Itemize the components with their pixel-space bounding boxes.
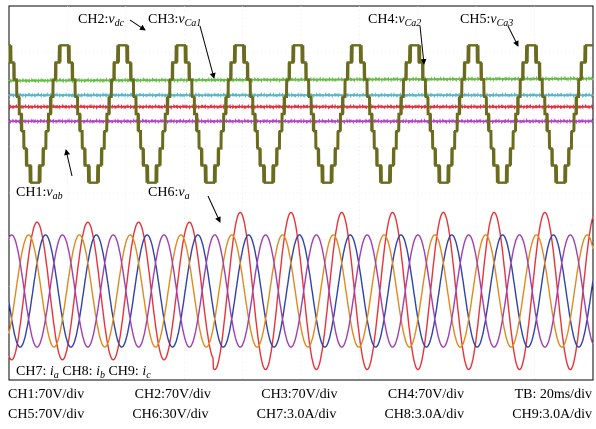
- setting-ch1: CH1:70V/div: [8, 387, 85, 402]
- ch6-label: CH6:va: [148, 185, 190, 202]
- setting-ch4: CH4:70V/div: [387, 387, 465, 402]
- trace-ch7: [8, 234, 594, 348]
- label-arrows: [64, 19, 519, 223]
- setting-ch2: CH2:70V/div: [134, 387, 211, 402]
- trace-ch3: [8, 103, 594, 110]
- setting-ch3: CH3:70V/div: [261, 387, 338, 402]
- setting-ch6: CH6:30V/div: [132, 407, 209, 422]
- ch1-label: CH1:vab: [16, 185, 63, 202]
- ch4-label: CH4:vCa2: [368, 12, 422, 29]
- arrow-ch1: [64, 149, 73, 177]
- scale-settings: CH1:70V/div CH2:70V/div CH3:70V/div CH4:…: [8, 385, 592, 425]
- arrow-ch2: [129, 19, 146, 31]
- current-labels: CH7: ia CH8: ib CH9: ic: [16, 365, 151, 381]
- setting-ch8: CH8:3.0A/div: [384, 407, 465, 422]
- setting-ch9: CH9:3.0A/div: [512, 407, 592, 422]
- trace-ch5: [8, 91, 594, 99]
- arrow-ch4: [419, 25, 427, 65]
- trace-ch1: [8, 44, 593, 184]
- settings-row-1: CH1:70V/div CH2:70V/div CH3:70V/div CH4:…: [8, 385, 592, 405]
- arrow-ch5: [507, 25, 519, 47]
- ch3-label: CH3:vCa1: [148, 12, 202, 29]
- trace-ch8: [8, 234, 594, 348]
- arrow-ch6: [207, 195, 221, 223]
- traces: [8, 44, 594, 371]
- ch7-label: CH7: ia: [16, 364, 59, 381]
- ch5-label: CH5:vCa3: [460, 12, 514, 29]
- setting-ch5: CH5:70V/div: [8, 407, 85, 422]
- arrow-ch3: [199, 25, 216, 79]
- ch8-label: CH8: ib: [62, 364, 105, 381]
- ch9-label: CH9: ic: [108, 364, 151, 381]
- ch2-label: CH2:vdc: [78, 12, 125, 29]
- trace-ch9: [8, 234, 594, 348]
- setting-timebase: TB: 20ms/div: [514, 387, 592, 402]
- settings-row-2: CH5:70V/div CH6:30V/div CH7:3.0A/div CH8…: [8, 405, 592, 425]
- trace-ch4: [8, 117, 594, 125]
- trace-ch6: [8, 211, 594, 371]
- oscilloscope-screen: [8, 5, 594, 381]
- trace-ch2: [8, 75, 594, 84]
- setting-ch7: CH7:3.0A/div: [256, 407, 337, 422]
